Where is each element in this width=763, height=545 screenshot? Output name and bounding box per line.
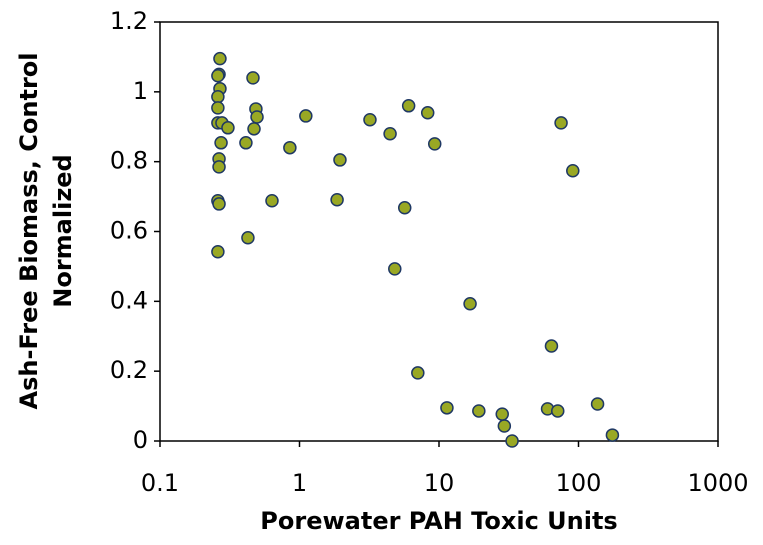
point: [221, 121, 235, 135]
plot-frame: [159, 21, 719, 442]
point: [566, 163, 580, 178]
point: [247, 122, 261, 136]
x-tick-label: 100: [556, 469, 602, 497]
point: [211, 101, 225, 115]
point: [440, 401, 454, 415]
point: [211, 245, 225, 259]
point: [265, 194, 279, 208]
point: [211, 69, 225, 83]
point: [420, 106, 435, 120]
point: [401, 99, 416, 113]
x-tick-label: 1000: [687, 469, 748, 497]
y-axis-title-line: Ash-Free Biomass, Control: [15, 53, 43, 410]
point: [241, 231, 255, 245]
point: [211, 89, 225, 104]
point: [213, 51, 227, 66]
y-tick-label: 0.8: [110, 147, 148, 175]
point: [472, 404, 486, 418]
y-axis-title: Ash-Free Biomass, Control Normalized: [15, 53, 77, 410]
point: [283, 140, 297, 155]
point: [554, 116, 568, 130]
point: [505, 434, 519, 448]
point: [246, 71, 260, 85]
point: [605, 428, 620, 442]
x-tick-label: 10: [424, 469, 455, 497]
point: [333, 153, 347, 167]
x-axis-title: Porewater PAH Toxic Units: [260, 507, 617, 535]
point: [397, 201, 412, 215]
point: [214, 136, 228, 150]
x-tick-label: 1: [292, 469, 307, 497]
point: [463, 297, 477, 311]
point: [250, 110, 264, 124]
point: [544, 339, 559, 353]
y-tick-label: 0: [133, 426, 148, 454]
point: [212, 160, 226, 174]
point: [427, 137, 442, 151]
point: [330, 192, 344, 207]
point: [239, 136, 253, 150]
y-tick-label: 1: [133, 77, 148, 105]
y-axis-title-line: Normalized: [49, 154, 77, 308]
y-tick-label: 0.4: [110, 286, 148, 314]
y-tick-label: 0.6: [110, 217, 148, 245]
point: [299, 109, 313, 123]
point: [411, 366, 425, 380]
point: [495, 407, 509, 421]
y-tick-label: 0.2: [110, 356, 148, 384]
point: [383, 126, 397, 141]
point: [551, 404, 565, 418]
x-tick-label: 0.1: [141, 469, 179, 497]
point: [388, 262, 402, 276]
point: [590, 397, 605, 411]
point: [212, 197, 226, 211]
y-tick-label: 1.2: [110, 7, 148, 35]
point: [363, 113, 377, 127]
point: [497, 419, 512, 433]
